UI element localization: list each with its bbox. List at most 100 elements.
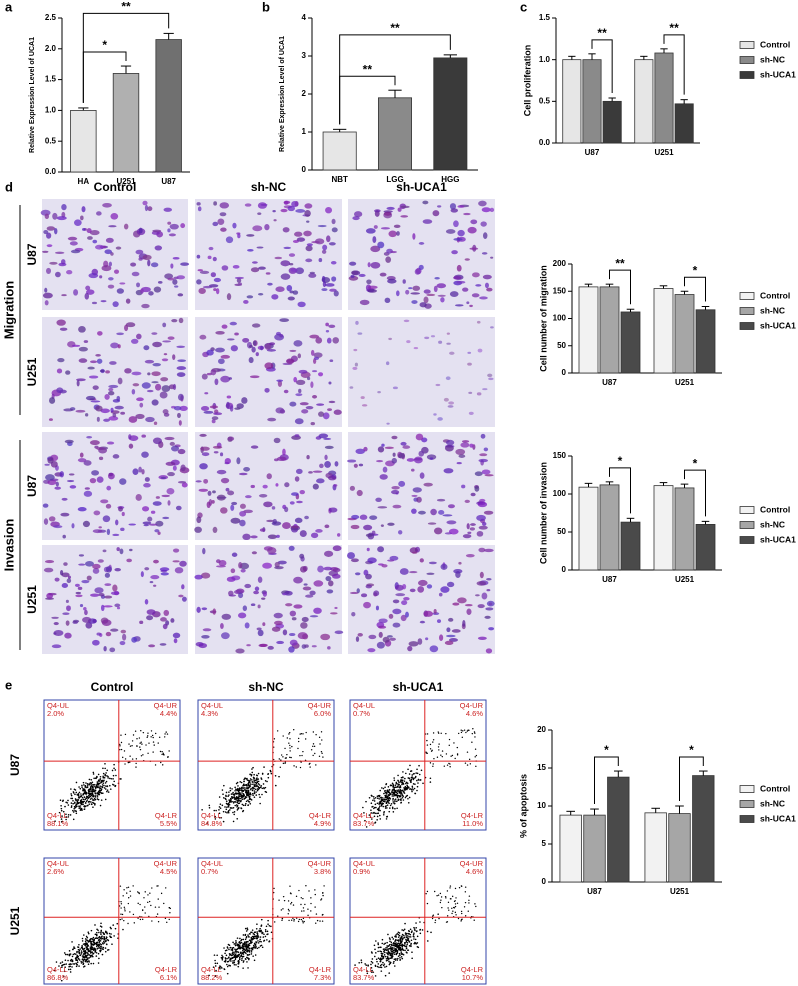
cell (442, 514, 453, 517)
cell (446, 439, 455, 446)
cell (151, 332, 158, 335)
cell (257, 604, 261, 609)
event-dot (247, 779, 250, 782)
cell (139, 402, 144, 408)
cell (377, 506, 388, 509)
event-dot (380, 946, 382, 949)
event-dot (282, 756, 284, 758)
micrograph (195, 199, 342, 310)
event-dot (302, 733, 304, 735)
cell (78, 358, 88, 363)
event-dot (460, 920, 462, 922)
event-dot (473, 919, 475, 921)
event-dot (151, 887, 153, 889)
event-dot (376, 815, 379, 818)
event-dot (144, 906, 146, 908)
cell (355, 448, 365, 454)
event-dot (75, 798, 77, 801)
cell (457, 205, 465, 208)
cell (123, 223, 129, 230)
event-dot (319, 743, 321, 745)
event-dot (310, 910, 312, 912)
event-dot (99, 778, 101, 780)
event-dot (90, 942, 93, 944)
event-dot (454, 900, 456, 902)
cell (172, 354, 176, 360)
cell (165, 461, 176, 466)
cell (128, 443, 134, 449)
cell (51, 616, 59, 619)
cell (152, 229, 162, 233)
cell (402, 279, 406, 284)
event-dot (381, 963, 383, 966)
event-dot (228, 956, 230, 959)
event-dot (300, 918, 303, 921)
flow-plot (43, 699, 181, 831)
cell (310, 532, 319, 539)
cell (309, 590, 316, 596)
cell (151, 399, 159, 406)
cell (264, 343, 272, 350)
cell (104, 249, 112, 255)
event-dot (439, 892, 442, 895)
event-dot (394, 948, 397, 950)
quadrant-name: Q4-UR (154, 701, 178, 710)
cell (250, 603, 256, 607)
event-dot (370, 802, 373, 805)
event-dot (162, 764, 164, 766)
event-dot (411, 790, 413, 793)
cell (196, 279, 202, 285)
event-dot (401, 929, 403, 931)
event-dot (92, 940, 94, 942)
event-dot (137, 917, 139, 919)
event-dot (257, 940, 259, 942)
cell (385, 361, 390, 366)
cell (349, 485, 355, 491)
event-dot (88, 793, 91, 796)
legend-swatch (739, 506, 755, 514)
event-dot (93, 941, 95, 944)
cell (92, 639, 100, 646)
cell (150, 574, 160, 580)
event-dot (252, 787, 254, 790)
event-dot (474, 903, 476, 905)
event-dot (105, 788, 107, 790)
event-dot (231, 954, 234, 956)
cell (412, 233, 416, 240)
event-dot (464, 762, 467, 764)
cell (481, 592, 488, 600)
event-dot (266, 930, 269, 933)
cell (489, 207, 495, 213)
cell (381, 443, 385, 447)
cell (257, 202, 267, 209)
event-dot (100, 929, 103, 932)
event-dot (382, 813, 385, 816)
event-dot (92, 948, 94, 951)
cell (85, 413, 89, 417)
event-dot (267, 919, 269, 922)
event-dot (239, 797, 242, 800)
event-dot (94, 796, 97, 798)
cell (254, 586, 260, 591)
event-dot (402, 799, 405, 801)
event-dot (386, 941, 388, 944)
event-dot (225, 800, 228, 803)
event-dot (446, 915, 449, 917)
bar (322, 131, 357, 171)
event-dot (68, 953, 71, 956)
cell (207, 255, 212, 260)
event-dot (86, 954, 88, 957)
quadrant-percent: 11.0% (462, 819, 483, 828)
event-dot (386, 957, 389, 960)
event-dot (318, 736, 321, 739)
event-dot (144, 912, 146, 914)
event-dot (234, 797, 236, 800)
event-dot (320, 898, 323, 900)
event-dot (120, 913, 122, 915)
event-dot (147, 894, 149, 896)
event-dot (397, 944, 400, 947)
cell (62, 534, 66, 539)
event-dot (444, 895, 447, 898)
event-dot (403, 780, 406, 782)
cell (212, 526, 218, 534)
